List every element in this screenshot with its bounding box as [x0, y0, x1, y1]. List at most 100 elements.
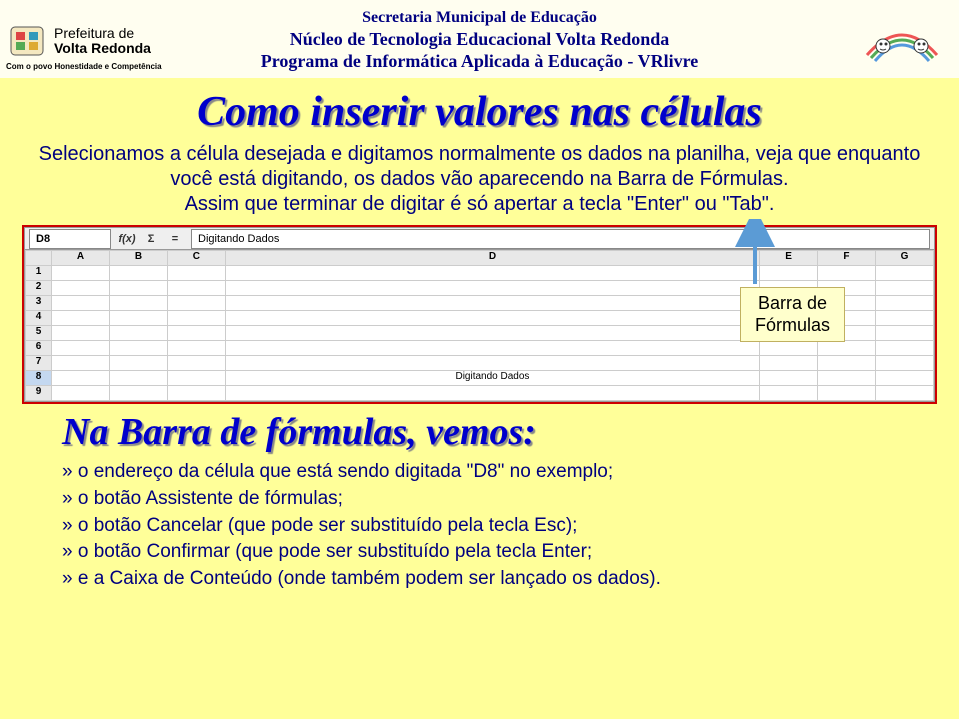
- cell[interactable]: [167, 311, 225, 326]
- cell[interactable]: [875, 326, 933, 341]
- cell[interactable]: Digitando Dados: [225, 371, 759, 386]
- cell[interactable]: [167, 266, 225, 281]
- cell[interactable]: [109, 311, 167, 326]
- cell[interactable]: [875, 311, 933, 326]
- cell[interactable]: [167, 386, 225, 401]
- cell[interactable]: [52, 311, 110, 326]
- cell[interactable]: [760, 341, 818, 356]
- col-header[interactable]: A: [52, 251, 110, 266]
- formula-input[interactable]: Digitando Dados: [191, 229, 930, 249]
- cell[interactable]: [167, 326, 225, 341]
- equals-icon[interactable]: =: [163, 229, 187, 249]
- city-crest-icon: [6, 20, 48, 62]
- cell[interactable]: [760, 356, 818, 371]
- cell[interactable]: [875, 371, 933, 386]
- cell[interactable]: [225, 266, 759, 281]
- cell[interactable]: [875, 386, 933, 401]
- row-header[interactable]: 9: [26, 386, 52, 401]
- cell[interactable]: [52, 281, 110, 296]
- cell[interactable]: [225, 356, 759, 371]
- cell[interactable]: [167, 356, 225, 371]
- cell[interactable]: [109, 371, 167, 386]
- row-header[interactable]: 6: [26, 341, 52, 356]
- cell[interactable]: [52, 266, 110, 281]
- fx-icon[interactable]: f(x): [115, 229, 139, 249]
- header-text: Secretaria Municipal de Educação Núcleo …: [261, 8, 698, 73]
- cell[interactable]: [167, 371, 225, 386]
- cell[interactable]: [52, 371, 110, 386]
- cell-reference-box[interactable]: D8: [29, 229, 111, 249]
- cell[interactable]: [52, 296, 110, 311]
- cell[interactable]: [167, 281, 225, 296]
- cell[interactable]: [225, 341, 759, 356]
- cell[interactable]: [225, 281, 759, 296]
- page-header: Prefeitura de Volta Redonda Com o povo H…: [0, 0, 959, 78]
- row-header[interactable]: 2: [26, 281, 52, 296]
- cell[interactable]: [109, 281, 167, 296]
- row-header[interactable]: 4: [26, 311, 52, 326]
- cell[interactable]: [109, 296, 167, 311]
- cell[interactable]: [875, 341, 933, 356]
- logo-line1: Prefeitura de: [54, 26, 151, 41]
- grid-corner: [26, 251, 52, 266]
- bullet-item: » o botão Cancelar (que pode ser substit…: [62, 514, 935, 538]
- cell[interactable]: [225, 296, 759, 311]
- bullet-list: » o endereço da célula que está sendo di…: [62, 460, 935, 591]
- cell[interactable]: [167, 341, 225, 356]
- callout-line2: Fórmulas: [755, 315, 830, 337]
- col-header[interactable]: C: [167, 251, 225, 266]
- logo-tagline: Com o povo Honestidade e Competência: [6, 62, 162, 71]
- cell[interactable]: [818, 266, 876, 281]
- row-header[interactable]: 1: [26, 266, 52, 281]
- cell[interactable]: [225, 386, 759, 401]
- row-header[interactable]: 7: [26, 356, 52, 371]
- col-header[interactable]: B: [109, 251, 167, 266]
- col-header[interactable]: D: [225, 251, 759, 266]
- cell[interactable]: [875, 281, 933, 296]
- bullet-item: » o endereço da célula que está sendo di…: [62, 460, 935, 484]
- cell[interactable]: [760, 371, 818, 386]
- callout-box: Barra de Fórmulas: [740, 287, 845, 342]
- cell[interactable]: [52, 356, 110, 371]
- cell[interactable]: [818, 386, 876, 401]
- header-content: Prefeitura de Volta Redonda Com o povo H…: [0, 4, 959, 76]
- cell[interactable]: [875, 296, 933, 311]
- header-line2: Núcleo de Tecnologia Educacional Volta R…: [261, 28, 698, 51]
- cell[interactable]: [760, 386, 818, 401]
- cell[interactable]: [109, 386, 167, 401]
- cell[interactable]: [818, 356, 876, 371]
- cell[interactable]: [109, 341, 167, 356]
- cell[interactable]: [225, 311, 759, 326]
- cell[interactable]: [109, 356, 167, 371]
- cell[interactable]: [167, 296, 225, 311]
- cell[interactable]: [818, 341, 876, 356]
- cell[interactable]: [109, 266, 167, 281]
- sigma-icon[interactable]: Σ: [139, 229, 163, 249]
- cell[interactable]: [52, 326, 110, 341]
- col-header[interactable]: F: [818, 251, 876, 266]
- spreadsheet-wrap: D8 f(x) Σ = Digitando Dados ABCDEFG12345…: [24, 227, 935, 402]
- cell[interactable]: [818, 371, 876, 386]
- cell[interactable]: [52, 341, 110, 356]
- callout-line1: Barra de: [755, 293, 830, 315]
- subtitle: Na Barra de fórmulas, vemos:: [62, 410, 935, 454]
- row-header[interactable]: 5: [26, 326, 52, 341]
- cell[interactable]: [52, 386, 110, 401]
- callout-arrow-icon: [730, 219, 780, 289]
- logo-right-icon: [857, 10, 947, 70]
- header-line3: Programa de Informática Aplicada à Educa…: [261, 50, 698, 73]
- row-header[interactable]: 8: [26, 371, 52, 386]
- cell[interactable]: [875, 356, 933, 371]
- row-header[interactable]: 3: [26, 296, 52, 311]
- cell[interactable]: [109, 326, 167, 341]
- page-title: Como inserir valores nas células: [24, 88, 935, 136]
- cell[interactable]: [875, 266, 933, 281]
- col-header[interactable]: G: [875, 251, 933, 266]
- header-line1: Secretaria Municipal de Educação: [261, 8, 698, 28]
- formula-bar: D8 f(x) Σ = Digitando Dados: [25, 228, 934, 250]
- logo-left-text: Prefeitura de Volta Redonda: [54, 26, 151, 57]
- intro-paragraph: Selecionamos a célula desejada e digitam…: [24, 142, 935, 217]
- cell[interactable]: [225, 326, 759, 341]
- logo-line2: Volta Redonda: [54, 41, 151, 56]
- bullet-item: » o botão Assistente de fórmulas;: [62, 487, 935, 511]
